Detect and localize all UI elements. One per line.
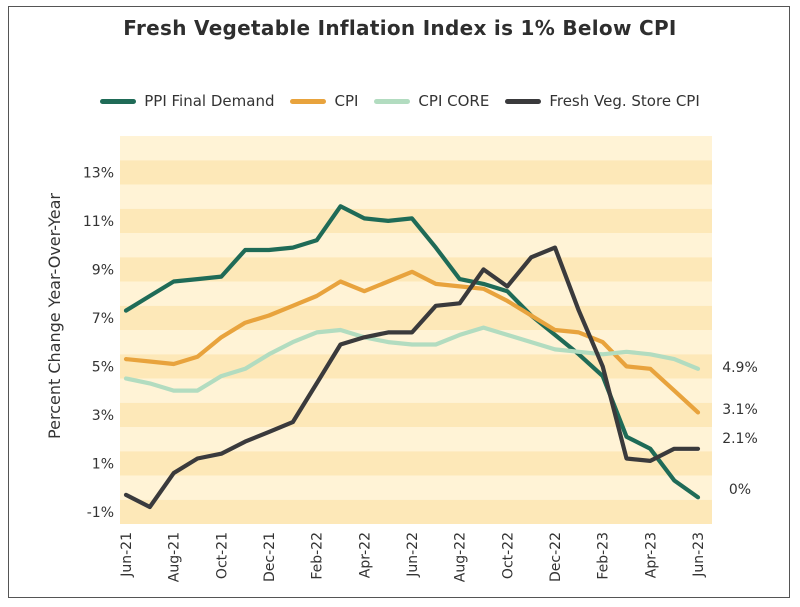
background-band: [120, 281, 712, 306]
end-labels: 4.9% 3.1% 2.1% 0%: [722, 360, 758, 498]
end-label: 4.9%: [722, 360, 758, 376]
end-label: 2.1%: [722, 431, 758, 447]
x-tick-label: Dec-21: [262, 532, 278, 582]
background-band: [120, 184, 712, 209]
legend-item-fresh-veg: Fresh Veg. Store CPI: [505, 92, 700, 110]
x-tick-label: Apr-23: [643, 532, 659, 578]
legend-swatch-ppi: [100, 98, 137, 104]
y-tick-label: 7%: [92, 311, 114, 327]
background-band: [120, 136, 712, 161]
legend: PPI Final Demand CPI CPI CORE Fresh Veg.…: [0, 92, 800, 110]
background-band: [120, 499, 712, 524]
legend-swatch-cpi-core: [374, 98, 411, 104]
y-tick-label: 9%: [92, 262, 114, 278]
x-tick-label: Oct-21: [214, 532, 230, 579]
legend-label-cpi-core: CPI CORE: [418, 92, 490, 110]
x-tick-label: Feb-22: [310, 532, 326, 580]
y-tick-label: 3%: [92, 408, 114, 424]
x-tick-label: Aug-21: [167, 532, 183, 582]
legend-label-cpi: CPI: [334, 92, 359, 110]
y-axis-label: Percent Change Year-Over-Year: [45, 193, 64, 439]
x-tick-label: Dec-22: [548, 532, 564, 582]
legend-item-cpi-core: CPI CORE: [374, 92, 489, 110]
background-band: [120, 233, 712, 258]
y-tick-label: 1%: [92, 456, 114, 472]
x-tick-label: Jun-22: [405, 532, 421, 578]
end-label: 3.1%: [722, 402, 758, 418]
legend-label-ppi: PPI Final Demand: [144, 92, 275, 110]
y-tick-label: 11%: [83, 214, 114, 230]
legend-item-ppi: PPI Final Demand: [100, 92, 274, 110]
series-line-ppi-final-demand: [123, 204, 701, 500]
legend-label-fresh-veg: Fresh Veg. Store CPI: [549, 92, 700, 110]
x-tick-label: Apr-22: [357, 532, 373, 578]
background-band: [120, 160, 712, 185]
legend-swatch-fresh-veg: [505, 98, 542, 104]
series-lines: [123, 204, 701, 510]
series-line-cpi: [123, 269, 701, 415]
background-band: [120, 475, 712, 500]
y-tick-label: 13%: [83, 165, 114, 181]
legend-item-cpi: CPI: [290, 92, 358, 110]
background-band: [120, 354, 712, 379]
legend-swatch-cpi: [290, 98, 327, 104]
y-axis-ticks: -1% 1% 3% 5% 7% 9% 11% 13%: [83, 165, 114, 521]
x-tick-label: Jun-23: [691, 532, 707, 578]
end-label: 0%: [729, 482, 751, 498]
x-tick-label: Aug-22: [453, 532, 469, 582]
series-line-cpi-core: [123, 325, 701, 393]
x-tick-label: Jun-21: [119, 532, 135, 578]
chart-title: Fresh Vegetable Inflation Index is 1% Be…: [123, 16, 677, 40]
x-tick-label: Feb-23: [596, 532, 612, 580]
x-axis-ticks: Jun-21 Aug-21 Oct-21 Dec-21 Feb-22 Apr-22 Jun-…: [119, 532, 707, 582]
background-band: [120, 427, 712, 452]
series-line-fresh-veg-store-cpi: [123, 245, 701, 510]
y-tick-label: -1%: [87, 505, 114, 521]
y-tick-label: 5%: [92, 359, 114, 375]
x-tick-label: Oct-22: [500, 532, 516, 579]
